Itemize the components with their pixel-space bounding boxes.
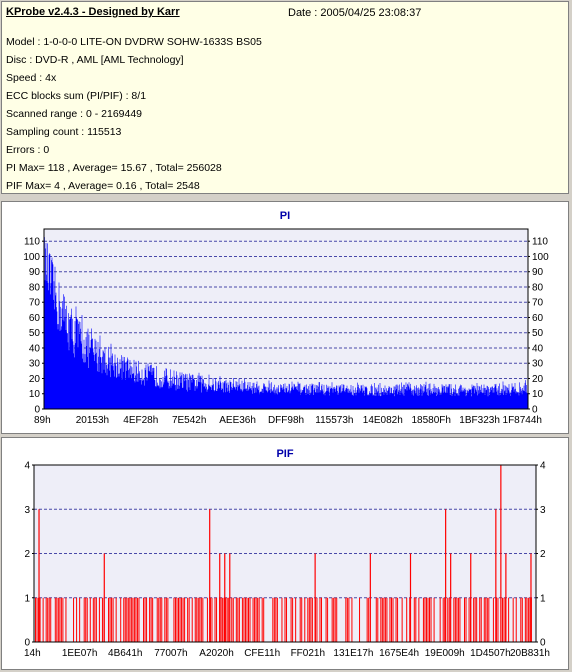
pif-plot-border [33,464,537,643]
pif-x-tick-label: 77007h [154,648,187,659]
pi-y-tick-left: 10 [29,389,41,400]
pi-y-tick-left: 70 [29,298,41,309]
disc-line: Disc : DVD-R , AML [AML Technology] [6,54,184,66]
pif-y-tick-right: 2 [540,549,546,560]
pi-x-tick-label: 18580Fh [411,415,450,426]
pi-y-tick-left: 60 [29,313,41,324]
scan-date: Date : 2005/04/25 23:08:37 [288,7,422,19]
pif-y-tick-left: 3 [24,505,30,516]
pi-y-tick-right: 100 [532,252,549,263]
pi-y-tick-right: 90 [532,267,544,278]
pi-y-tick-left: 30 [29,359,41,370]
pi-y-tick-right: 80 [532,282,544,293]
pi-y-tick-right: 70 [532,298,544,309]
pif-summary-line: PIF Max= 4 , Average= 0.16 , Total= 2548 [6,180,200,192]
pi-y-tick-left: 20 [29,374,41,385]
pif-x-tick-label: 1675E4h [379,648,419,659]
pi-y-tick-right: 30 [532,359,544,370]
pif-x-tick-label: 19E009h [425,648,465,659]
pif-x-tick-label: A2020h [199,648,233,659]
pif-x-tick-label: 20B831h [510,648,550,659]
pif-y-tick-right: 1 [540,593,546,604]
pif-x-tick-label: 4B641h [108,648,142,659]
pi-x-tick-label: 4EF28h [123,415,158,426]
pi-chart: 0 0 10 10 20 20 30 30 40 40 50 50 60 60 70 70 80 80 90 90 10… [23,228,549,426]
disc-info-panel: KProbe v2.4.3 - Designed by Karr Date : … [1,1,569,194]
pif-y-tick-right: 3 [540,505,546,516]
pi-chart-panel: PI 0 0 10 10 20 20 30 30 40 40 50 50 60 60 70 70 80 80 90 9… [1,201,569,434]
sampling-line: Sampling count : 115513 [6,126,122,138]
info-lines: Model : 1-0-0-0 LITE-ON DVDRW SOHW-1633S… [6,33,262,195]
pi-y-tick-left: 100 [23,252,40,263]
pi-y-tick-left: 50 [29,328,41,339]
pi-x-tick-label: 1F8744h [503,415,542,426]
pif-y-tick-right: 0 [540,638,546,649]
pif-chart: 0 0 1 1 2 2 3 3 4 4 14h 1EE07h 4B641h 77007h A2020h CFE… [24,461,550,660]
pi-plot-border [43,228,529,410]
pi-x-tick-label: 115573h [315,415,353,426]
pi-y-tick-left: 90 [29,267,41,278]
pi-y-tick-right: 40 [532,343,544,354]
pi-y-tick-right: 60 [532,313,544,324]
app-title: KProbe v2.4.3 - Designed by Karr [6,6,180,18]
pif-y-tick-left: 2 [24,549,30,560]
pi-y-tick-left: 40 [29,343,41,354]
pi-x-tick-label: AEE36h [219,415,256,426]
pi-y-tick-right: 110 [532,237,548,248]
pi-x-tick-label: 14E082h [363,415,403,426]
pif-x-tick-label: 14h [24,648,41,659]
pif-y-tick-left: 4 [24,461,30,472]
errors-line: Errors : 0 [6,144,50,156]
pif-chart-panel: PIF 0 0 1 1 2 2 3 3 4 4 14h 1EE07h 4B641h 77007h A2020… [1,437,569,670]
pif-y-tick-left: 1 [24,593,30,604]
speed-line: Speed : 4x [6,72,57,84]
pif-bars-baseline [35,597,532,642]
pi-chart-title: PI [279,210,291,222]
pif-x-tick-label: 1EE07h [62,648,98,659]
pi-y-tick-left: 0 [34,405,40,416]
pi-x-tick-label: 20153h [76,415,109,426]
pi-x-tick-label: DFF98h [268,415,304,426]
pif-chart-title: PIF [276,448,294,460]
pi-y-tick-left: 110 [24,237,40,248]
pif-y-tick-left: 0 [24,638,30,649]
pi-y-tick-right: 0 [532,405,538,416]
pi-y-tick-right: 20 [532,374,544,385]
ecc-line: ECC blocks sum (PI/PIF) : 8/1 [6,90,147,102]
pif-x-tick-label: FF021h [291,648,325,659]
pi-x-tick-label: 89h [34,415,51,426]
pi-y-tick-right: 50 [532,328,544,339]
pif-x-tick-label: 1D4507h [470,648,511,659]
model-line: Model : 1-0-0-0 LITE-ON DVDRW SOHW-1633S… [6,36,262,48]
range-line: Scanned range : 0 - 2169449 [6,108,143,120]
pi-x-tick-label: 1BF323h [459,415,500,426]
pif-x-tick-label: 131E17h [333,648,373,659]
pi-x-tick-label: 7E542h [172,415,206,426]
pi-y-tick-left: 80 [29,282,41,293]
pif-y-tick-right: 4 [540,461,546,472]
pif-x-tick-label: CFE11h [244,648,280,659]
pi-y-tick-right: 10 [532,389,544,400]
pi-summary-line: PI Max= 118 , Average= 15.67 , Total= 25… [6,162,222,174]
